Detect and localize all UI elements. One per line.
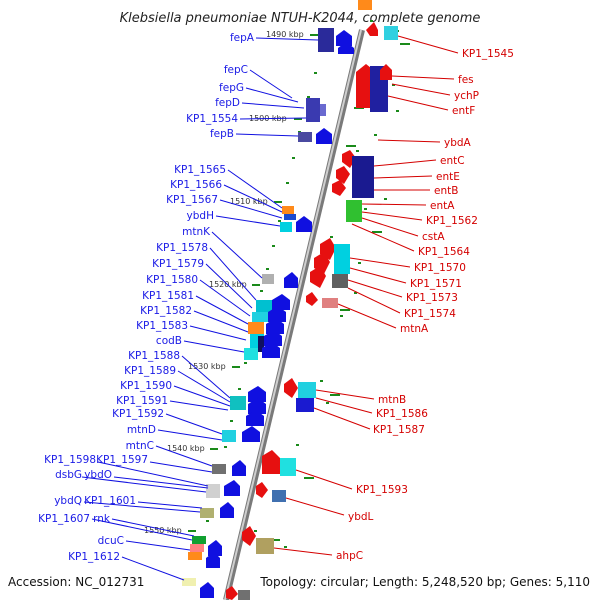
genome-backbone — [223, 29, 365, 600]
gene-label: KP1_1554 — [186, 113, 238, 125]
gene-label: mtnK — [182, 226, 211, 238]
gene-label: KP1_1573 — [406, 292, 458, 304]
gene-label: KP1_1588 — [128, 350, 180, 362]
gene-label: KP1_1562 — [426, 215, 478, 227]
tick-dashes — [188, 34, 410, 541]
reverse-gene-labels: KP1_1545 fes ychP entF ybdA entC entE en… — [273, 35, 514, 562]
gene-label: fepD — [215, 97, 240, 109]
gene-label: KP1_1586 — [376, 408, 428, 420]
gene-label: KP1_1566 — [170, 179, 222, 191]
gene-label: rnk — [93, 513, 111, 525]
tick-label: 1510 kbp — [230, 197, 268, 206]
gene-label: fepA — [230, 32, 255, 44]
genome-summary-text: Topology: circular; Length: 5,248,520 bp… — [259, 575, 590, 589]
gene-label: KP1_1607 — [38, 513, 90, 525]
gene-label: dcuC — [98, 535, 124, 547]
gene-label: KP1_1578 — [156, 242, 208, 254]
gene-label: entF — [452, 105, 475, 117]
gene-label: KP1_1565 — [174, 164, 226, 176]
gene-label: ybdO — [84, 469, 112, 481]
gene-label: mtnB — [378, 394, 406, 406]
gene-label: KP1_1598 — [44, 454, 96, 466]
forward-gene-labels: fepA fepC fepG fepD KP1_1554 fepB KP1_15… — [38, 32, 319, 581]
gene-label: entC — [440, 155, 465, 167]
gene-label: ahpC — [336, 550, 363, 562]
gene-label: KP1_1591 — [116, 395, 168, 407]
tick-label: 1550 kbp — [144, 526, 182, 535]
gene-label: KP1_1580 — [146, 274, 198, 286]
gene-label: dsbG — [55, 469, 82, 481]
gene-label: cstA — [422, 231, 445, 243]
gene-label: KP1_1612 — [68, 551, 120, 563]
gene-label: KP1_1571 — [410, 278, 462, 290]
gene-label: KP1_1589 — [124, 365, 176, 377]
gene-label: entB — [434, 185, 458, 197]
tick-label: 1530 kbp — [188, 362, 226, 371]
gene-label: mtnD — [127, 424, 156, 436]
gene-label: KP1_1574 — [404, 308, 456, 320]
accession-text: Accession: NC_012731 — [8, 575, 144, 589]
gene-label: KP1_1570 — [414, 262, 466, 274]
gene-label: KP1_1601 — [84, 495, 136, 507]
map-title: Klebsiella pneumoniae NTUH-K2044, comple… — [120, 11, 481, 26]
gene-label: fepG — [219, 82, 244, 94]
gene-label: ybdQ — [54, 495, 82, 507]
gene-label: KP1_1564 — [418, 246, 470, 258]
tick-label: 1540 kbp — [167, 444, 205, 453]
gene-label: KP1_1593 — [356, 484, 408, 496]
gene-label: ybdA — [444, 137, 472, 149]
gene-label: mtnA — [400, 323, 429, 335]
gene-label: KP1_1592 — [112, 408, 164, 420]
gene-label: fepB — [210, 128, 234, 140]
gene-label: KP1_1545 — [462, 48, 514, 60]
gene-label: ychP — [454, 90, 479, 102]
gene-label: entA — [430, 200, 455, 212]
gene-label: ybdH — [187, 210, 214, 222]
gene-label: KP1_1590 — [120, 380, 172, 392]
gene-label: mtnC — [126, 440, 154, 452]
tick-label: 1490 kbp — [266, 30, 304, 39]
gene-label: codB — [156, 335, 182, 347]
gene-label: KP1_1583 — [136, 320, 188, 332]
gene-label: fes — [458, 74, 474, 86]
gene-label: fepC — [224, 64, 248, 76]
forward-strand-features — [182, 28, 354, 598]
gene-label: entE — [436, 171, 460, 183]
gene-label: KP1_1582 — [140, 305, 192, 317]
gene-label: KP1_1597 — [96, 454, 148, 466]
gene-label: KP1_1581 — [142, 290, 194, 302]
gene-label: KP1_1587 — [373, 424, 425, 436]
reverse-strand-features — [226, 0, 398, 600]
gene-label: KP1_1579 — [152, 258, 204, 270]
gene-label: KP1_1567 — [166, 194, 218, 206]
gene-label: ybdL — [348, 511, 374, 523]
